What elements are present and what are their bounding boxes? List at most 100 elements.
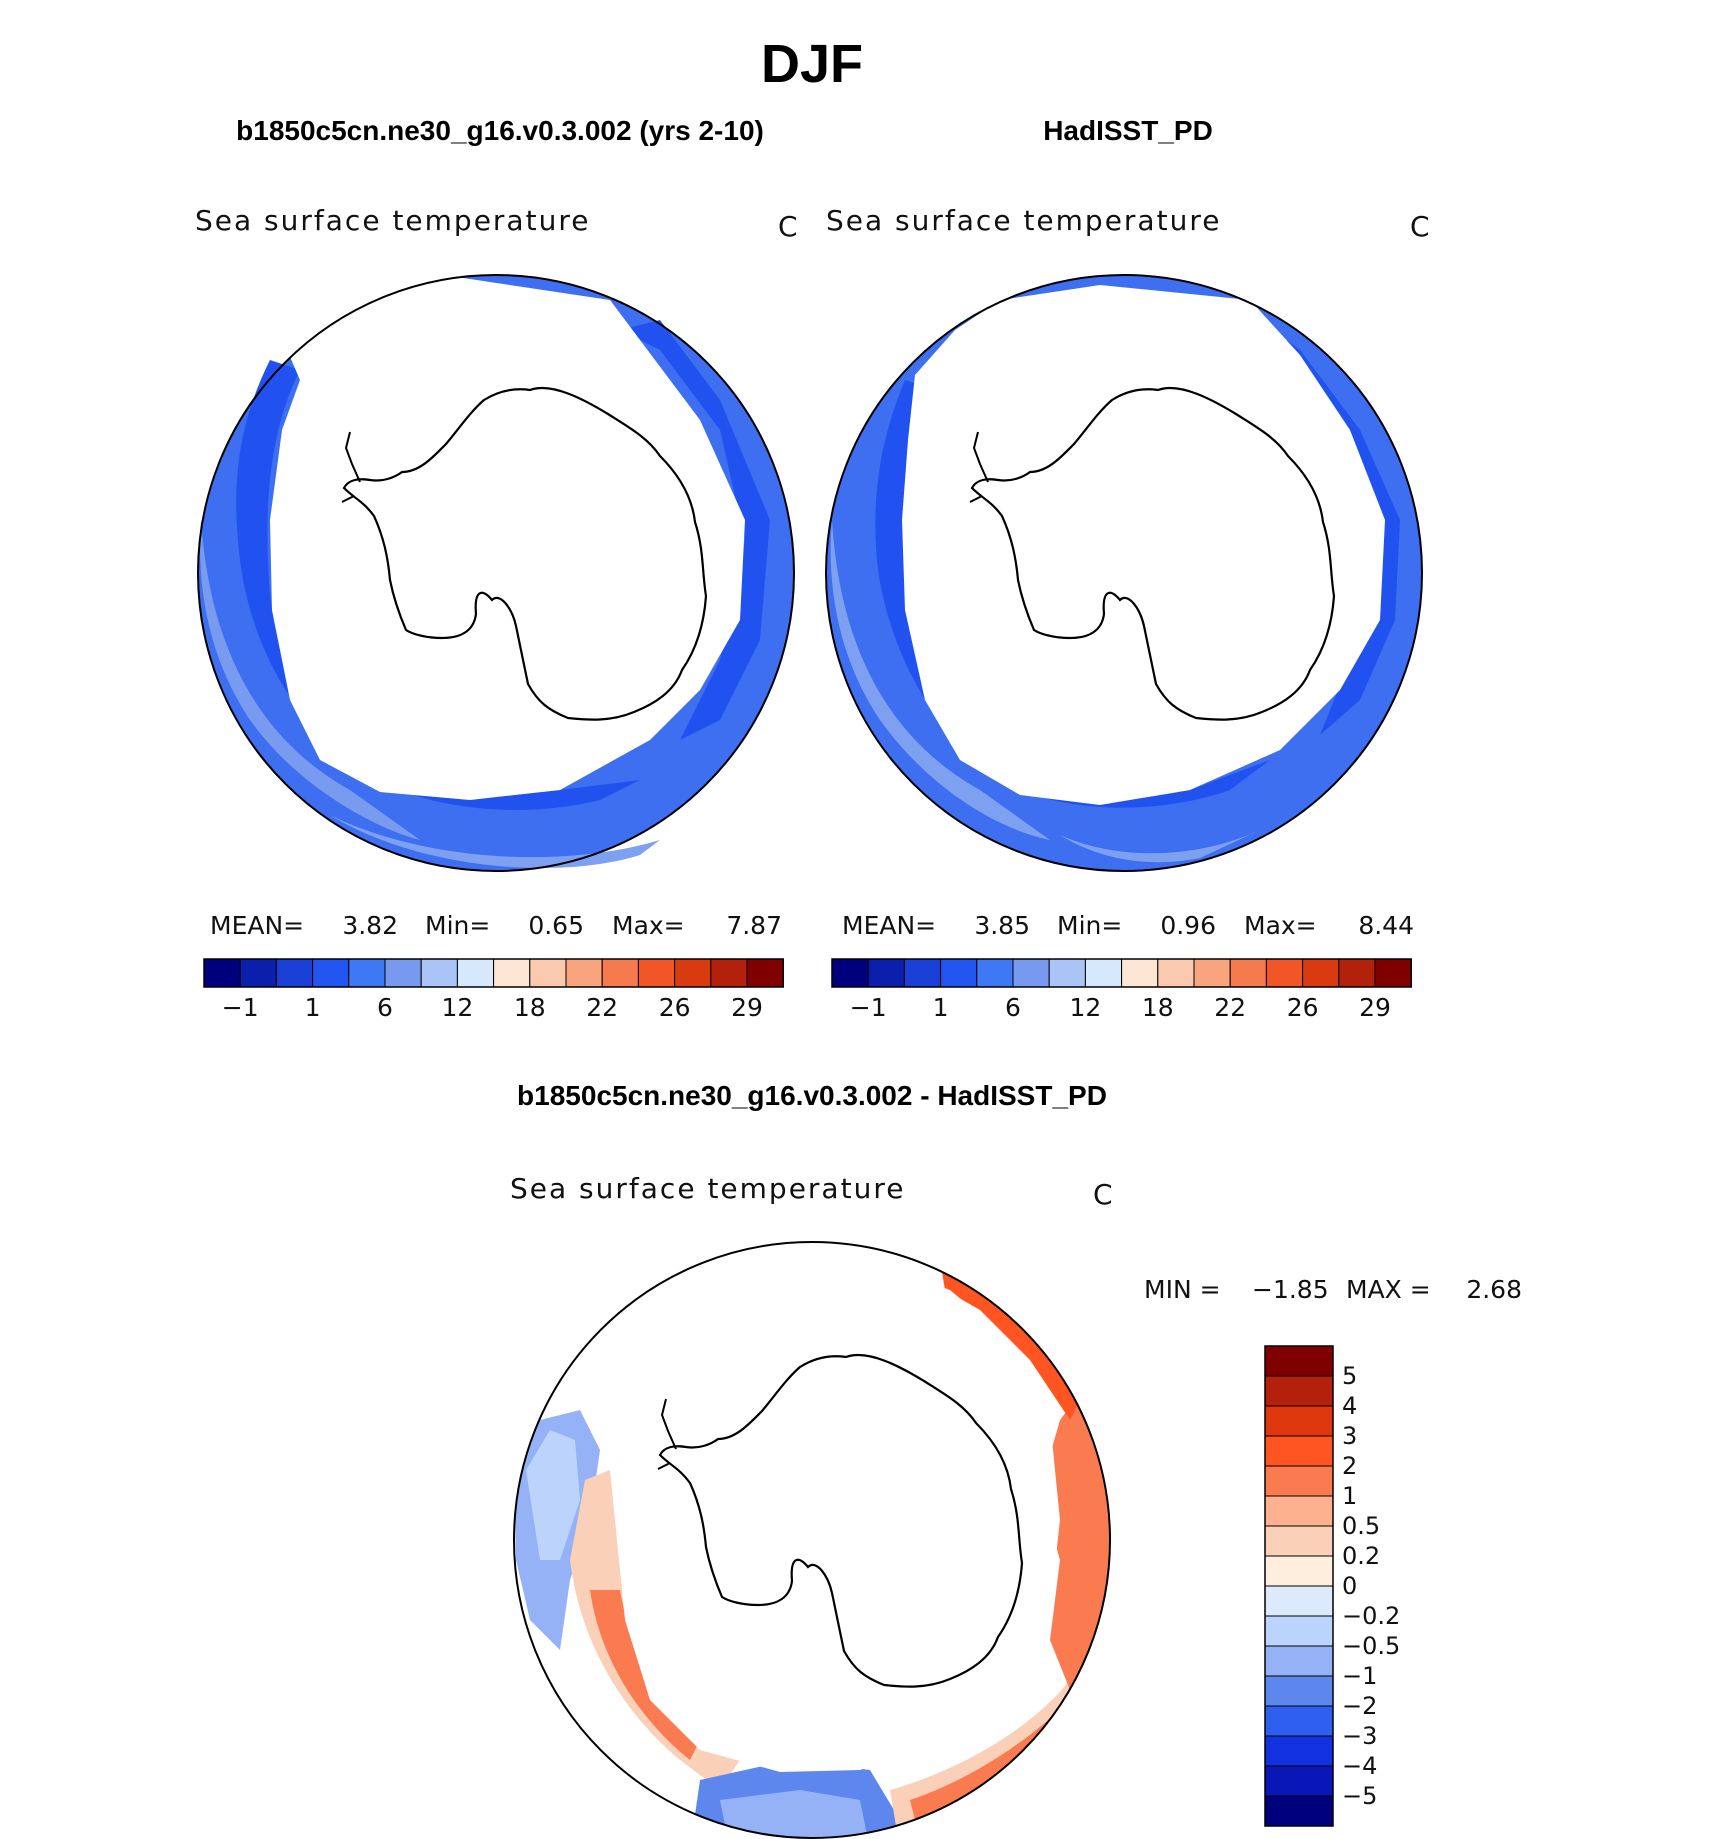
diff-colorbar-tick-label: −3 xyxy=(1342,1722,1377,1750)
model-colorbar-swatch xyxy=(529,958,567,988)
obs-colorbar-tick-label: 1 xyxy=(933,993,949,1022)
diff-colorbar-tick-label: −0.5 xyxy=(1342,1632,1400,1660)
model-units: C xyxy=(778,210,798,243)
diff-colorbar-swatch xyxy=(1264,1375,1334,1407)
model-colorbar-swatch xyxy=(565,958,603,988)
obs-colorbar-tick-label: 6 xyxy=(1005,993,1021,1022)
obs-colorbar-tick-label: 12 xyxy=(1069,993,1101,1022)
diff-colorbar-swatch xyxy=(1264,1555,1334,1587)
diff-min-label: MIN = xyxy=(1144,1275,1221,1304)
model-colorbar-swatch xyxy=(710,958,748,988)
diff-colorbar-tick-label: 1 xyxy=(1342,1482,1357,1510)
obs-colorbar-tick-label: 18 xyxy=(1142,993,1174,1022)
model-min-label: Min= xyxy=(425,911,490,940)
model-max-value: 7.87 xyxy=(726,911,782,940)
obs-sst-map xyxy=(825,274,1423,872)
diff-colorbar-tick-label: 0 xyxy=(1342,1572,1357,1600)
obs-colorbar-swatch xyxy=(1012,958,1050,988)
diff-colorbar-tick-label: −4 xyxy=(1342,1752,1377,1780)
obs-min-label: Min= xyxy=(1057,911,1122,940)
model-colorbar-swatch xyxy=(384,958,422,988)
obs-colorbar-tick-label: 22 xyxy=(1214,993,1246,1022)
model-colorbar-tick-label: 1 xyxy=(305,993,321,1022)
model-colorbar-swatch xyxy=(746,958,784,988)
obs-colorbar-swatch xyxy=(1193,958,1231,988)
model-colorbar-swatch xyxy=(493,958,531,988)
diff-colorbar-swatch xyxy=(1264,1795,1334,1827)
model-colorbar-tick-label: 26 xyxy=(659,993,691,1022)
model-sst-map xyxy=(197,274,795,872)
obs-field-label: Sea surface temperature xyxy=(826,204,1221,237)
obs-colorbar-swatch xyxy=(1157,958,1195,988)
diff-min-value: −1.85 xyxy=(1252,1275,1329,1304)
obs-units: C xyxy=(1410,210,1430,243)
diff-colorbar-tick-label: 2 xyxy=(1342,1452,1357,1480)
season-title: DJF xyxy=(761,34,863,94)
model-colorbar-swatch xyxy=(420,958,458,988)
obs-stats: MEAN= 3.85 Min= 0.96 Max= 8.44 xyxy=(842,911,1414,940)
obs-colorbar-swatch xyxy=(1374,958,1412,988)
model-max-label: Max= xyxy=(612,911,685,940)
diff-colorbar-swatch xyxy=(1264,1585,1334,1617)
diff-colorbar-swatch xyxy=(1264,1705,1334,1737)
model-colorbar-tick-label: 18 xyxy=(514,993,546,1022)
model-colorbar-swatch xyxy=(601,958,639,988)
diff-colorbar-tick-label: 5 xyxy=(1342,1362,1357,1390)
diff-colorbar-swatch xyxy=(1264,1495,1334,1527)
obs-colorbar-swatch xyxy=(867,958,905,988)
obs-colorbar-swatch xyxy=(1338,958,1376,988)
obs-mean-label: MEAN= xyxy=(842,911,936,940)
diff-case-title: b1850c5cn.ne30_g16.v0.3.002 - HadISST_PD xyxy=(517,1080,1107,1111)
model-colorbar-swatch xyxy=(456,958,495,988)
model-colorbar-swatch xyxy=(312,958,350,988)
diff-colorbar-swatch xyxy=(1264,1435,1334,1467)
diff-colorbar-swatch xyxy=(1264,1345,1334,1377)
obs-colorbar-tick-label: 26 xyxy=(1287,993,1319,1022)
diff-colorbar-swatch xyxy=(1264,1525,1334,1557)
model-colorbar: −1 1 6 12 18 22 26 29 xyxy=(203,958,784,1022)
diff-colorbar-tick-label: −2 xyxy=(1342,1692,1377,1720)
diff-colorbar-tick-label: 4 xyxy=(1342,1392,1357,1420)
model-colorbar-swatch xyxy=(203,958,241,988)
diff-max-value: 2.68 xyxy=(1466,1275,1522,1304)
model-colorbar-tick-label: −1 xyxy=(222,993,259,1022)
diff-colorbar-tick-label: 0.2 xyxy=(1342,1542,1380,1570)
obs-colorbar-swatch xyxy=(831,958,869,988)
model-field-label: Sea surface temperature xyxy=(195,204,590,237)
model-colorbar-tick-label: 22 xyxy=(586,993,618,1022)
diff-colorbar-tick-label: −5 xyxy=(1342,1782,1377,1810)
model-min-value: 0.65 xyxy=(528,911,584,940)
diff-colorbar-swatch xyxy=(1264,1645,1334,1677)
diff-field-label: Sea surface temperature xyxy=(510,1172,905,1205)
obs-max-value: 8.44 xyxy=(1358,911,1414,940)
obs-colorbar: −1 1 6 12 18 22 26 29 xyxy=(831,958,1412,1022)
model-colorbar-swatch xyxy=(674,958,712,988)
model-colorbar-swatch xyxy=(637,958,676,988)
obs-colorbar-tick-label: 29 xyxy=(1359,993,1391,1022)
diff-max-label: MAX = xyxy=(1346,1275,1431,1304)
obs-max-label: Max= xyxy=(1244,911,1317,940)
model-colorbar-tick-label: 12 xyxy=(441,993,473,1022)
model-mean-value: 3.82 xyxy=(342,911,398,940)
obs-colorbar-swatch xyxy=(976,958,1014,988)
obs-colorbar-swatch xyxy=(1229,958,1267,988)
diff-colorbar-swatch xyxy=(1264,1405,1334,1437)
model-colorbar-tick-label: 6 xyxy=(377,993,393,1022)
model-colorbar-tick-label: 29 xyxy=(731,993,763,1022)
obs-colorbar-swatch xyxy=(1121,958,1159,988)
obs-mean-value: 3.85 xyxy=(974,911,1030,940)
model-mean-label: MEAN= xyxy=(210,911,304,940)
obs-colorbar-swatch xyxy=(1084,958,1123,988)
diff-units: C xyxy=(1093,1178,1113,1211)
obs-colorbar-swatch xyxy=(903,958,942,988)
obs-colorbar-swatch xyxy=(1302,958,1340,988)
obs-colorbar-swatch xyxy=(940,958,978,988)
diff-colorbar-swatch xyxy=(1264,1735,1334,1767)
model-case-title: b1850c5cn.ne30_g16.v0.3.002 (yrs 2-10) xyxy=(236,115,764,146)
obs-colorbar-swatch xyxy=(1048,958,1086,988)
diff-colorbar-swatch xyxy=(1264,1765,1334,1797)
diff-colorbar-swatch xyxy=(1264,1465,1334,1497)
diff-colorbar-tick-label: 3 xyxy=(1342,1422,1357,1450)
